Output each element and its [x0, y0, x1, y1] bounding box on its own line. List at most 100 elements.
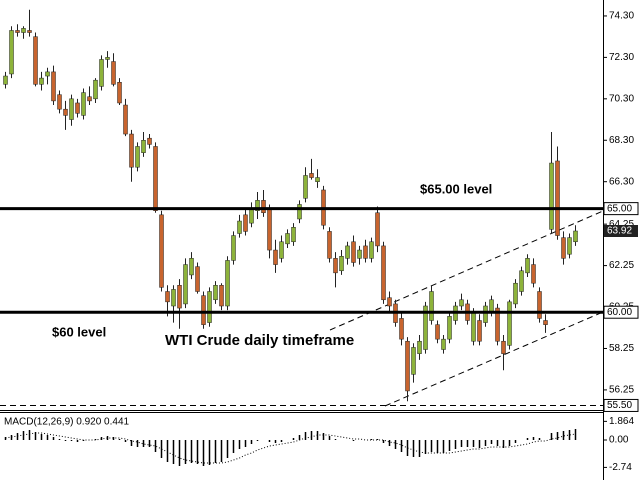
- candle-body: [411, 347, 416, 375]
- candle-body: [477, 320, 482, 342]
- y-tick-label: 66.30: [609, 176, 634, 187]
- candle-body: [567, 237, 572, 255]
- candle-body: [195, 266, 200, 292]
- candle-body: [69, 98, 74, 120]
- candle-body: [189, 258, 194, 276]
- candle-body: [183, 264, 188, 305]
- candle-body: [237, 220, 242, 234]
- candle-body: [177, 285, 182, 309]
- level-label: 55.50: [607, 400, 632, 411]
- candle-body: [303, 175, 308, 199]
- candle-body: [27, 30, 32, 33]
- candle-body: [369, 241, 374, 259]
- candle-body: [381, 245, 386, 301]
- y-tick-label: -2.74: [609, 462, 632, 473]
- candle-body: [273, 249, 278, 265]
- candle-body: [33, 36, 38, 85]
- candle-body: [279, 241, 284, 259]
- candle-body: [333, 258, 338, 274]
- candle-body: [9, 30, 14, 75]
- y-tick-label: 1.864: [609, 416, 634, 427]
- candle-body: [327, 231, 332, 259]
- annotation: $60 level: [52, 324, 106, 339]
- annotation: $65.00 level: [420, 181, 492, 196]
- candle-body: [39, 77, 44, 85]
- y-tick-label: 70.30: [609, 93, 634, 104]
- candle-body: [525, 258, 530, 274]
- y-tick-label: 74.30: [609, 11, 634, 22]
- last-price-box: [604, 225, 638, 238]
- candle-body: [375, 212, 380, 247]
- candle-body: [111, 61, 116, 85]
- level-label: 65.00: [607, 203, 632, 214]
- candle-body: [99, 59, 104, 87]
- candle-body: [471, 311, 476, 342]
- candle-body: [501, 340, 506, 354]
- level-label-box: [603, 305, 639, 319]
- candle-body: [495, 307, 500, 342]
- annotation: WTI Crude daily timeframe: [165, 332, 354, 349]
- level-label: 60.00: [607, 307, 632, 318]
- candle-body: [417, 340, 422, 354]
- candle-body: [297, 204, 302, 220]
- candle-body: [201, 295, 206, 325]
- y-tick-label: 72.30: [609, 52, 634, 63]
- y-tick-label: 68.30: [609, 135, 634, 146]
- candle-body: [75, 102, 80, 114]
- candle-body: [225, 260, 230, 307]
- level-label-box: [603, 398, 639, 412]
- candle-body: [219, 285, 224, 307]
- candle-body: [261, 200, 266, 214]
- candle-body: [231, 235, 236, 261]
- candle-body: [363, 245, 368, 259]
- candle-body: [513, 282, 518, 305]
- candle-body: [57, 94, 62, 110]
- y-tick-label: 0.00: [609, 435, 629, 446]
- candle-body: [555, 160, 560, 236]
- y-tick-label: 64.25: [609, 219, 634, 230]
- candle-body: [459, 299, 464, 307]
- candle-body: [447, 316, 452, 340]
- candle-body: [351, 241, 356, 263]
- last-price-label: 63.92: [607, 226, 632, 237]
- candle-body: [147, 137, 152, 145]
- candle-body: [171, 289, 176, 307]
- candle-body: [489, 299, 494, 313]
- candle-body: [243, 214, 248, 232]
- candle-body: [267, 208, 272, 251]
- candle-body: [81, 92, 86, 116]
- candle-body: [51, 71, 56, 102]
- candle-body: [117, 81, 122, 104]
- candle-body: [93, 79, 98, 100]
- candle-body: [129, 133, 134, 168]
- candle-body: [291, 227, 296, 243]
- candle-body: [483, 305, 488, 323]
- candle-body: [165, 291, 170, 303]
- candle-body: [561, 237, 566, 259]
- candle-body: [141, 140, 146, 153]
- candle-body: [87, 96, 92, 102]
- candle-body: [429, 291, 434, 321]
- candle-body: [399, 318, 404, 340]
- candle-body: [105, 57, 110, 60]
- candle-body: [345, 245, 350, 259]
- candle-body: [339, 256, 344, 272]
- candle-body: [285, 233, 290, 245]
- macd-title: MACD(12,26,9) 0.920 0.441: [4, 417, 130, 428]
- candle-body: [573, 230, 578, 243]
- candle-body: [423, 305, 428, 350]
- candle-body: [315, 177, 320, 182]
- candle-body: [507, 301, 512, 346]
- signal-line: [5, 432, 576, 464]
- candle-body: [255, 200, 260, 211]
- candle-body: [387, 297, 392, 307]
- candle-body: [249, 208, 254, 224]
- candle-body: [435, 324, 440, 340]
- y-tick-label: 62.25: [609, 260, 634, 271]
- candle-body: [531, 264, 536, 284]
- y-tick-label: 56.25: [609, 385, 634, 396]
- candle-body: [309, 173, 314, 178]
- candle-body: [213, 285, 218, 301]
